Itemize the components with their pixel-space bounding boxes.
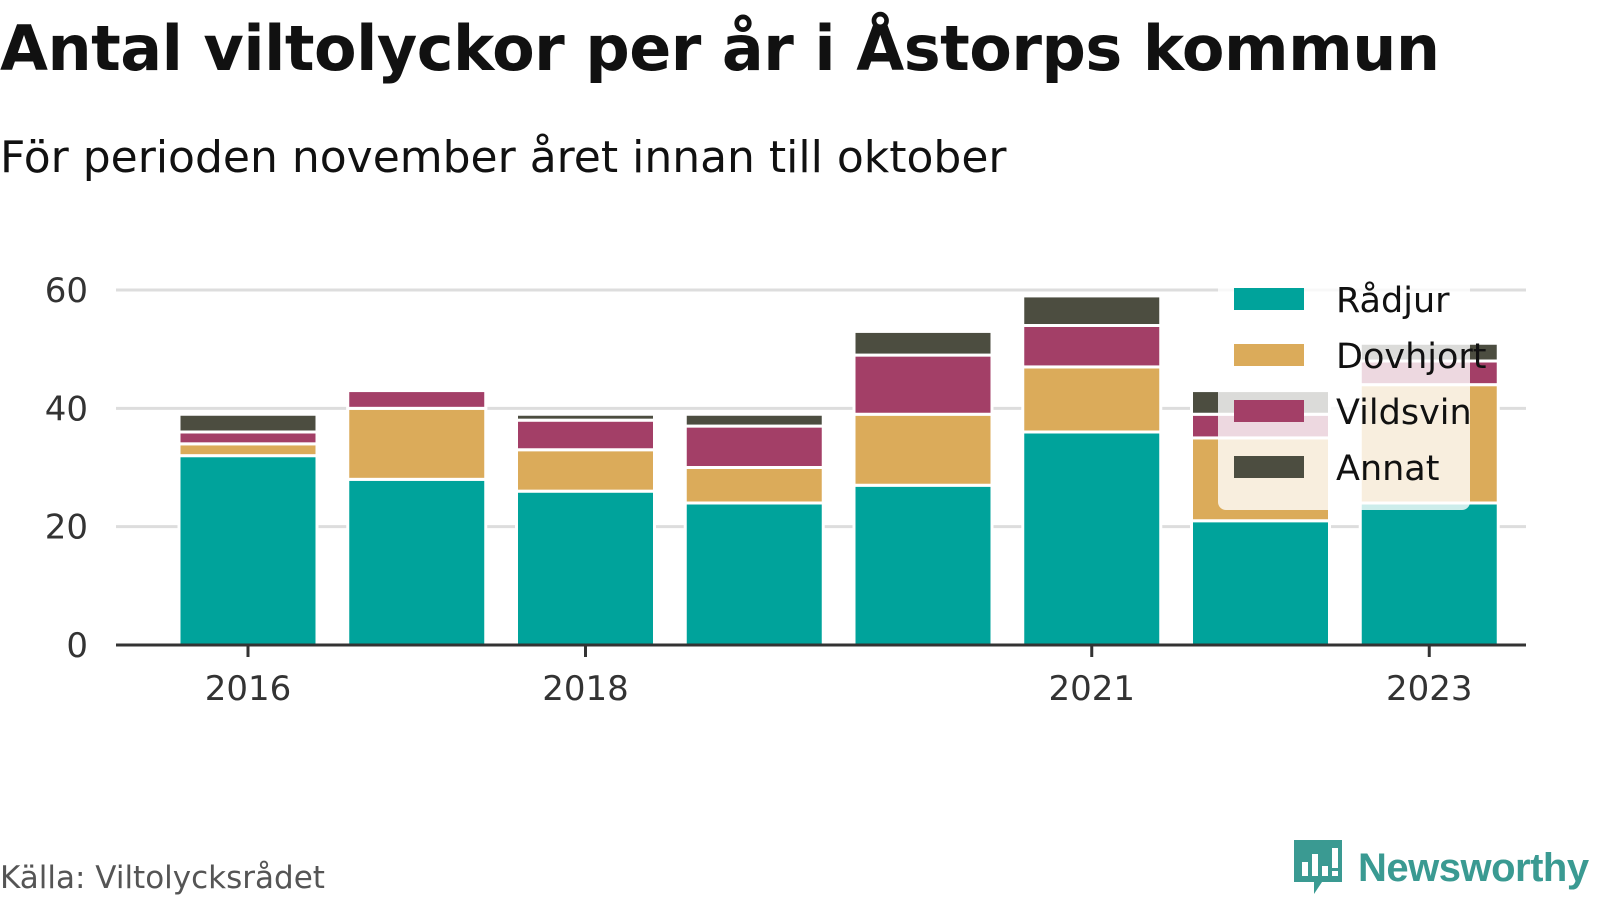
legend: Rådjur Dovhjort Vildsvin Annat: [1218, 272, 1487, 510]
bar-segment-annat: [852, 329, 994, 357]
bar-segment-rådjur: [1021, 430, 1163, 647]
legend-box: [1218, 272, 1470, 510]
legend-label-annat: Annat: [1336, 449, 1439, 489]
bar-segment-rådjur: [515, 489, 656, 647]
brand-name: Newsworthy: [1358, 845, 1589, 890]
legend-swatch-dovhjort: [1234, 344, 1304, 366]
legend-swatch-vildsvin: [1234, 400, 1304, 422]
bar-segment-vildsvin: [683, 424, 825, 470]
bar-segment-rådjur: [346, 477, 488, 647]
bar-segment-dovhjort: [852, 412, 994, 487]
newsworthy-logo-icon: [1294, 840, 1342, 894]
axes: 0 20 40 60 2016 2018 2021 2023: [45, 271, 1526, 709]
bar-segment-rådjur: [1190, 519, 1331, 647]
x-tick-label: 2018: [542, 669, 629, 709]
bar-segment-vildsvin: [177, 430, 319, 446]
x-tick-label: 2016: [205, 669, 292, 709]
legend-label-rådjur: Rådjur: [1336, 280, 1450, 321]
x-tick-label: 2023: [1386, 669, 1473, 709]
legend-swatch-annat: [1234, 456, 1304, 478]
bar-segment-rådjur: [683, 501, 825, 647]
chart-subtitle: För perioden november året innan till ok…: [0, 132, 1007, 183]
y-tick-label: 60: [45, 271, 88, 311]
chart-title: Antal viltolyckor per år i Åstorps kommu…: [0, 12, 1440, 85]
bar-segment-annat: [1021, 294, 1163, 327]
bar-segment-annat: [683, 412, 825, 428]
bar-segment-annat: [515, 412, 656, 422]
legend-label-dovhjort: Dovhjort: [1336, 337, 1487, 377]
bar-segment-vildsvin: [346, 389, 488, 410]
y-tick-label: 20: [45, 508, 88, 548]
stacked-bar-chart: 0 20 40 60 2016 2018 2021 2023 Rådjur Dovhjort Vi…: [45, 271, 1526, 709]
x-tick-label: 2021: [1048, 669, 1135, 709]
bar-segment-dovhjort: [1021, 365, 1163, 434]
legend-label-vildsvin: Vildsvin: [1336, 393, 1472, 433]
brand-logo: Newsworthy: [1292, 838, 1589, 898]
bar-segment-dovhjort: [683, 466, 825, 505]
bar-segment-vildsvin: [852, 353, 994, 416]
bar-segment-vildsvin: [1021, 324, 1163, 369]
source-note: Källa: Viltolycksrådet: [0, 860, 325, 896]
legend-swatch-rådjur: [1234, 288, 1304, 310]
bar-segment-rådjur: [852, 483, 994, 647]
bar-segment-dovhjort: [346, 406, 488, 481]
bar-segment-dovhjort: [515, 448, 656, 493]
y-tick-label: 40: [45, 389, 88, 429]
y-tick-label: 0: [66, 626, 88, 666]
bar-segment-dovhjort: [177, 442, 319, 458]
bar-segment-rådjur: [1358, 501, 1500, 647]
bar-segment-annat: [177, 412, 319, 434]
bar-segment-rådjur: [177, 454, 319, 647]
bar-segment-vildsvin: [515, 418, 656, 452]
